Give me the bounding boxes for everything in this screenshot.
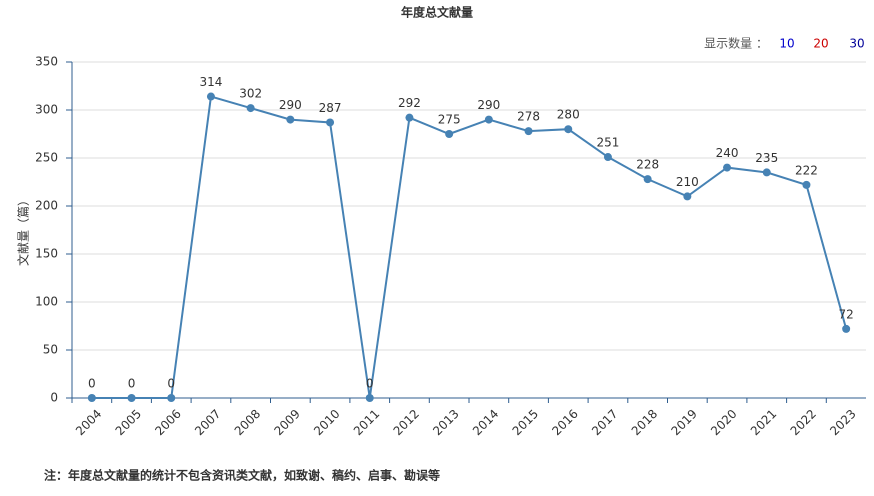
data-label: 235	[755, 151, 778, 165]
x-tick-label: 2006	[152, 407, 183, 438]
x-tick-label: 2004	[73, 407, 104, 438]
y-tick-label: 100	[35, 295, 58, 309]
point	[842, 324, 851, 333]
x-tick-label: 2016	[549, 407, 580, 438]
data-label: 275	[438, 113, 461, 127]
data-label: 72	[839, 307, 854, 321]
y-tick-label: 200	[35, 199, 58, 213]
x-tick-label: 2018	[629, 407, 660, 438]
y-tick-label: 150	[35, 247, 58, 261]
data-label: 287	[319, 101, 342, 115]
x-tick-label: 2009	[271, 407, 302, 438]
display-label: 显示数量 ：	[704, 36, 768, 51]
point	[484, 115, 493, 124]
point	[683, 192, 692, 201]
y-tick-label: 50	[43, 343, 58, 357]
data-label: 228	[636, 158, 659, 172]
point	[286, 115, 295, 124]
x-tick-label: 2023	[827, 407, 858, 438]
data-label: 280	[557, 108, 580, 122]
point	[246, 104, 255, 113]
data-label: 302	[239, 87, 262, 101]
data-label: 0	[366, 377, 374, 391]
point	[564, 125, 573, 134]
data-label: 278	[517, 110, 540, 124]
y-axis-label: 文献量（篇）	[16, 194, 31, 266]
point	[524, 127, 533, 136]
y-tick-label: 0	[50, 391, 58, 405]
x-tick-label: 2021	[748, 407, 779, 438]
display-option[interactable]: 10	[779, 37, 794, 51]
display-option[interactable]: 30	[849, 37, 864, 51]
point	[643, 175, 652, 184]
point	[802, 180, 811, 189]
x-tick-label: 2022	[788, 407, 819, 438]
y-tick-label: 350	[35, 55, 58, 69]
data-label: 0	[167, 377, 175, 391]
point	[167, 394, 176, 402]
x-tick-label: 2013	[430, 407, 461, 438]
x-tick-label: 2012	[391, 407, 422, 438]
data-label: 0	[128, 377, 136, 391]
x-tick-label: 2011	[351, 407, 382, 438]
x-tick-label: 2014	[470, 407, 501, 438]
display-option[interactable]: 20	[813, 37, 828, 51]
x-tick-label: 2005	[113, 407, 144, 438]
point	[445, 130, 454, 138]
data-label: 0	[88, 377, 96, 391]
line	[91, 95, 848, 399]
y-tick-label: 250	[35, 151, 58, 165]
y-tick-label: 300	[35, 103, 58, 117]
point	[405, 113, 414, 122]
data-label: 240	[716, 146, 739, 160]
footnote: 注：年度总文献量的统计不包含资讯类文献，如致谢、稿约、启事、勘误等	[44, 468, 440, 483]
x-tick-label: 2015	[510, 407, 541, 438]
x-tick-label: 2017	[589, 407, 620, 438]
x-tick-label: 2008	[232, 407, 263, 438]
point	[127, 394, 136, 402]
point	[603, 153, 612, 162]
x-tick-label: 2020	[708, 407, 739, 438]
data-label: 210	[676, 175, 699, 189]
data-label: 251	[596, 136, 619, 150]
point	[762, 168, 771, 177]
point	[365, 394, 374, 402]
x-tick-label: 2007	[192, 407, 223, 438]
x-tick-label: 2010	[311, 407, 342, 438]
point	[87, 394, 96, 402]
point	[206, 92, 215, 101]
data-label: 292	[398, 96, 421, 110]
data-label: 290	[477, 98, 500, 112]
chart-title: 年度总文献量	[401, 5, 473, 20]
point	[326, 118, 335, 127]
point	[723, 163, 732, 172]
data-label: 222	[795, 163, 818, 177]
data-label: 290	[279, 98, 302, 112]
x-tick-label: 2019	[668, 407, 699, 438]
data-label: 314	[199, 75, 222, 89]
